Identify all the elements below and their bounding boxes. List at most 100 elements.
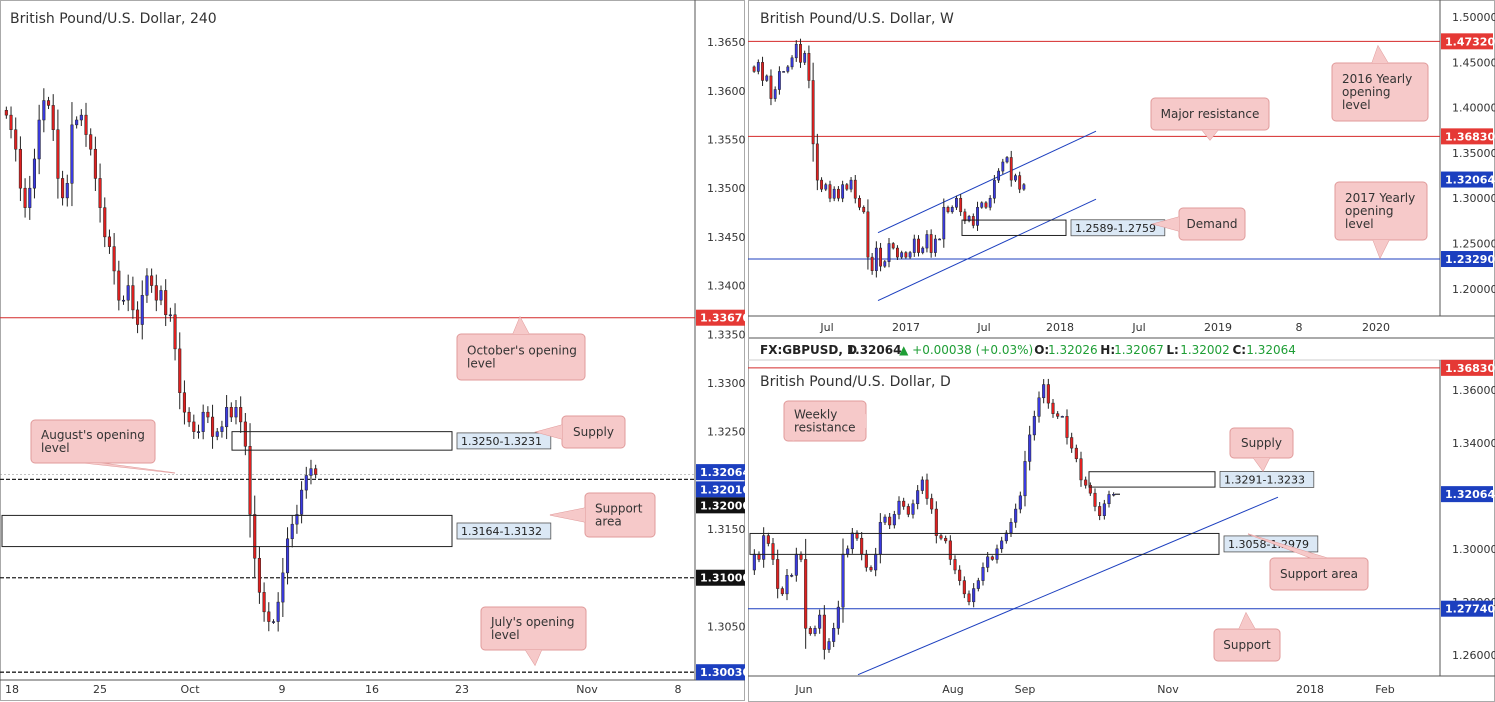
h4-candle: [285, 538, 290, 574]
h4-tag-last: 1.32064: [700, 466, 745, 479]
daily-info-text: ▲ +0.00038 (+0.03%): [899, 343, 1033, 357]
weekly-chart-panel[interactable]: British Pound/U.S. Dollar, W 1.50000 1.450…: [748, 0, 1495, 338]
daily-info-text: FX:GBPUSD, D: [760, 343, 857, 357]
weekly-channel-top: [877, 130, 1097, 234]
h4-price-tick: 1.34500: [707, 231, 745, 244]
weekly-callout-major: Major resistance: [1161, 107, 1260, 121]
h4-tag-july-bg: [696, 664, 745, 681]
h4-tag-october: 1.33670: [700, 312, 745, 325]
h4-candle: [220, 426, 224, 432]
daily-candle: [780, 588, 784, 595]
daily-candle: [846, 548, 850, 555]
weekly-callout-demand-pointer-fill: [1153, 217, 1179, 231]
h4-callout-july: level: [491, 628, 520, 642]
h4-candle: [154, 285, 158, 301]
daily-candle: [1051, 402, 1055, 414]
h4-candle: [229, 407, 233, 418]
h4-candle: [131, 285, 135, 311]
daily-candle: [962, 580, 966, 595]
h4-chart[interactable]: British Pound/U.S. Dollar, 240 1.36500 1.3…: [0, 0, 745, 702]
weekly-demand-zone-label: 1.2589-1.2759: [1075, 222, 1156, 235]
daily-candle: [1107, 494, 1111, 505]
daily-candle: [1093, 492, 1097, 507]
weekly-candle: [988, 197, 992, 208]
daily-candle: [1070, 437, 1074, 449]
daily-support-zone: [749, 532, 1220, 555]
h4-price-tick: 1.35000: [707, 182, 745, 195]
h4-candle: [192, 421, 196, 432]
weekly-candle: [807, 53, 811, 81]
daily-candle: [1014, 508, 1018, 523]
weekly-candle: [832, 188, 836, 199]
h4-tag-august-bg: [696, 481, 745, 498]
daily-candle: [799, 553, 803, 560]
weekly-price-tick: 1.45000: [1452, 56, 1495, 69]
weekly-candle: [811, 80, 815, 145]
h4-price-tick: 1.33500: [707, 328, 745, 341]
daily-chart[interactable]: FX:GBPUSD, D1.32064▲ +0.00038 (+0.03%) O:…: [748, 338, 1495, 702]
h4-candle: [234, 407, 238, 418]
weekly-candle: [908, 252, 912, 258]
weekly-candle: [904, 252, 908, 258]
weekly-candle: [938, 238, 941, 241]
weekly-candle: [997, 170, 1001, 181]
weekly-chart[interactable]: British Pound/U.S. Dollar, W 1.50000 1.450…: [748, 0, 1495, 338]
daily-candle: [1084, 479, 1088, 486]
h4-time-tick: 23: [455, 683, 469, 696]
daily-candle: [822, 614, 826, 650]
daily-callout-supply: Supply: [1241, 436, 1282, 450]
weekly-callout-major-pointer-fill: [1202, 130, 1218, 140]
h4-candle: [103, 207, 107, 238]
weekly-candle: [984, 202, 988, 208]
h4-candle: [187, 411, 191, 423]
weekly-candle: [929, 234, 933, 253]
weekly-candle: [879, 247, 882, 267]
daily-candle: [916, 490, 920, 505]
daily-candle: [757, 553, 761, 560]
h4-candle: [281, 572, 285, 603]
h4-candle: [290, 523, 294, 540]
h4-price-tick: 1.32500: [707, 426, 745, 439]
daily-callout-weekly-pointer-fill: [792, 414, 866, 441]
h4-candle: [182, 392, 186, 413]
daily-candle: [920, 479, 924, 491]
h4-callout-august: August's opening: [41, 428, 145, 442]
daily-info-text: 1.32064: [1246, 343, 1296, 357]
daily-candle: [771, 543, 775, 560]
daily-info-text: 1.32067: [1114, 343, 1164, 357]
h4-candle: [314, 468, 318, 475]
h4-chart-panel[interactable]: British Pound/U.S. Dollar, 240 1.36500 1.3…: [0, 0, 745, 702]
h4-price-tick: 1.36000: [707, 85, 745, 98]
daily-chart-panel[interactable]: FX:GBPUSD, D 1.32064 ▲ +0.00038 (+0.03%) O:…: [748, 338, 1495, 702]
weekly-tag-major-bg: [1441, 128, 1493, 145]
weekly-candle: [782, 71, 786, 73]
weekly-candle: [946, 207, 950, 213]
h4-candle: [168, 314, 172, 317]
h4-candle: [173, 314, 177, 350]
h4-candle: [112, 246, 116, 272]
h4-candle: [276, 601, 280, 622]
h4-candle: [253, 514, 257, 559]
weekly-candle: [959, 197, 963, 213]
daily-candle: [1079, 458, 1083, 481]
h4-candle: [140, 295, 144, 325]
h4-support-zone: [1, 514, 453, 548]
daily-candle: [808, 628, 812, 634]
h4-callout-support-pointer-fill: [550, 508, 585, 522]
daily-time-tick: Aug: [942, 683, 963, 696]
weekly-candle: [980, 202, 984, 208]
h4-candle: [206, 411, 210, 418]
h4-candle: [295, 514, 299, 525]
h4-candle: [4, 110, 8, 116]
daily-candle: [1088, 484, 1092, 494]
weekly-time-tick: 8: [1296, 321, 1303, 334]
daily-candle: [878, 522, 882, 555]
daily-info-text: 1.32002: [1180, 343, 1230, 357]
weekly-candle: [752, 66, 756, 72]
h4-candle: [201, 411, 205, 432]
h4-candle: [267, 611, 271, 622]
h4-candle: [243, 421, 247, 447]
daily-candle: [841, 553, 845, 608]
h4-candle: [178, 348, 182, 393]
weekly-candle: [870, 256, 874, 271]
